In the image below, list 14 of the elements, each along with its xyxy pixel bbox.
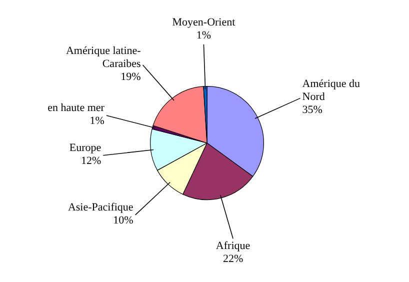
slice-label: Amérique latine-Caraibes [66, 44, 142, 70]
slice-label: Moyen-Orient [172, 16, 236, 29]
data-label: 22% [222, 252, 244, 265]
slice-label: en haute mer [48, 102, 105, 114]
slice-label: Asie-Pacifique [68, 201, 134, 214]
data-label: 12% [80, 154, 102, 167]
data-label: 10% [113, 214, 134, 226]
slice-label: Amérique du Nord [302, 78, 361, 104]
slice-label: Europe [69, 142, 102, 154]
data-label: 1% [196, 30, 212, 42]
data-label: 1% [90, 114, 104, 127]
slice-label: Afrique [216, 240, 250, 252]
data-label: 19% [120, 70, 141, 83]
data-label: 35% [302, 104, 322, 116]
